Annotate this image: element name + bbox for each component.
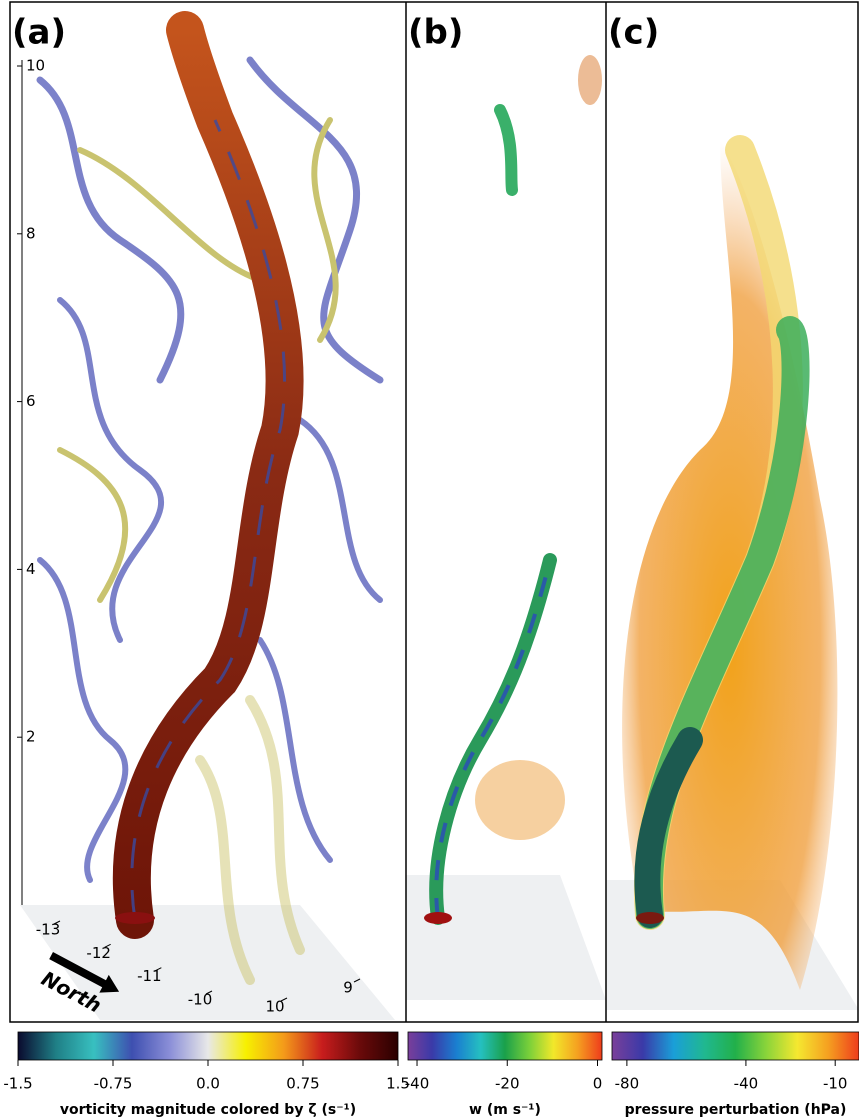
- z-tick-label: 2: [26, 728, 36, 746]
- panel-label: (a): [12, 13, 66, 53]
- colorbar-tick-label: 0.0: [196, 1075, 220, 1093]
- colorbar-tick-label: 0: [593, 1075, 603, 1093]
- colorbar-tick-label: -40: [734, 1075, 759, 1093]
- colorbar-tick-label: -1.5: [3, 1075, 32, 1093]
- colorbar-label: vorticity magnitude colored by ζ (s⁻¹): [60, 1102, 356, 1118]
- ground-y-label: -11: [137, 967, 162, 985]
- z-tick-label: 8: [26, 224, 36, 242]
- colorbar-tick-label: 0.75: [286, 1075, 319, 1093]
- panel-label: (b): [408, 13, 463, 53]
- z-tick-label: 6: [26, 392, 36, 410]
- ground-y-label: -10: [188, 991, 213, 1009]
- colorbar-label: w (m s⁻¹): [469, 1102, 541, 1118]
- colorbar: [18, 1032, 398, 1060]
- colorbar-tick-label: -80: [615, 1075, 640, 1093]
- colorbar-label: pressure perturbation (hPa): [625, 1102, 847, 1118]
- z-tick-label: 4: [26, 560, 36, 578]
- colorbar: [408, 1032, 602, 1060]
- ground-y-label: -12: [86, 944, 111, 962]
- colorbar-tick-label: -0.75: [94, 1075, 133, 1093]
- panel-b-render: [406, 55, 606, 1000]
- panel-label: (c): [608, 13, 659, 53]
- ground-x-label: 9: [343, 979, 353, 997]
- colorbar-tick-label: -10: [823, 1075, 848, 1093]
- panel-a-render: [20, 30, 395, 1020]
- colorbar-tick-label: -40: [405, 1075, 430, 1093]
- panel-c-render: [606, 140, 859, 1010]
- colorbar-tick-label: -20: [495, 1075, 520, 1093]
- colorbar: [612, 1032, 859, 1060]
- ground-x-label: 10: [265, 998, 284, 1016]
- figure: (a) (b) (c) North 246810-13-12-11-10109-…: [0, 0, 859, 1119]
- ground-y-label: -13: [36, 921, 61, 939]
- z-tick-label: 10: [26, 57, 45, 75]
